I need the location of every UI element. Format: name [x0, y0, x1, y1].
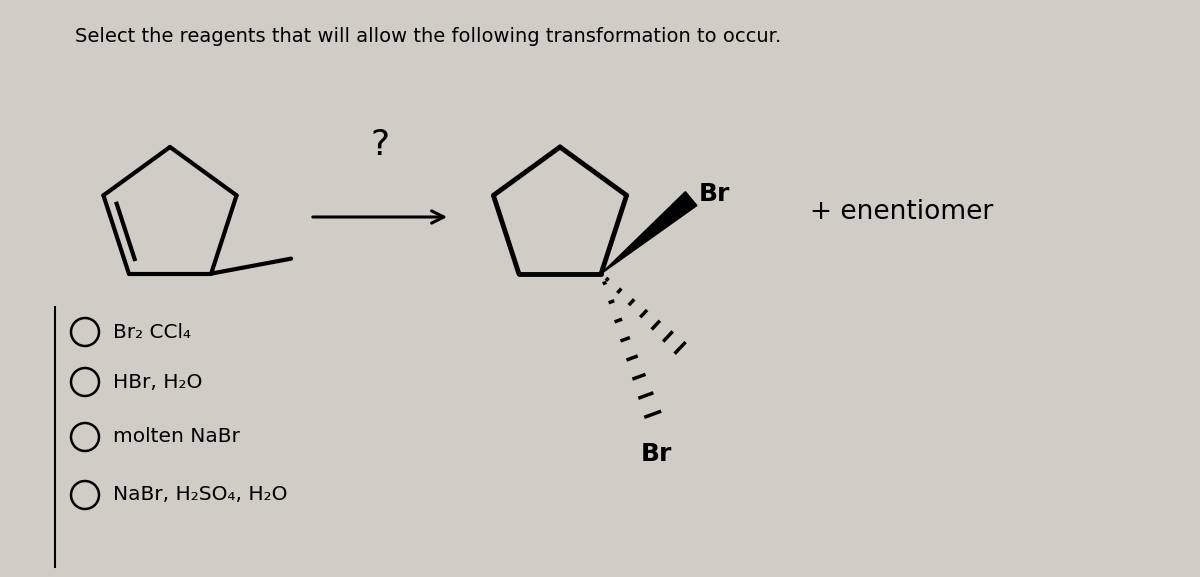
Text: + enentiomer: + enentiomer	[810, 199, 994, 225]
Text: Select the reagents that will allow the following transformation to occur.: Select the reagents that will allow the …	[74, 27, 781, 46]
Polygon shape	[601, 192, 697, 273]
Text: Br: Br	[641, 441, 672, 466]
Text: Br: Br	[700, 182, 731, 205]
Text: Br₂ CCl₄: Br₂ CCl₄	[113, 323, 191, 342]
Text: NaBr, H₂SO₄, H₂O: NaBr, H₂SO₄, H₂O	[113, 485, 288, 504]
Text: ?: ?	[371, 128, 390, 162]
Text: molten NaBr: molten NaBr	[113, 428, 240, 447]
Text: HBr, H₂O: HBr, H₂O	[113, 373, 203, 392]
